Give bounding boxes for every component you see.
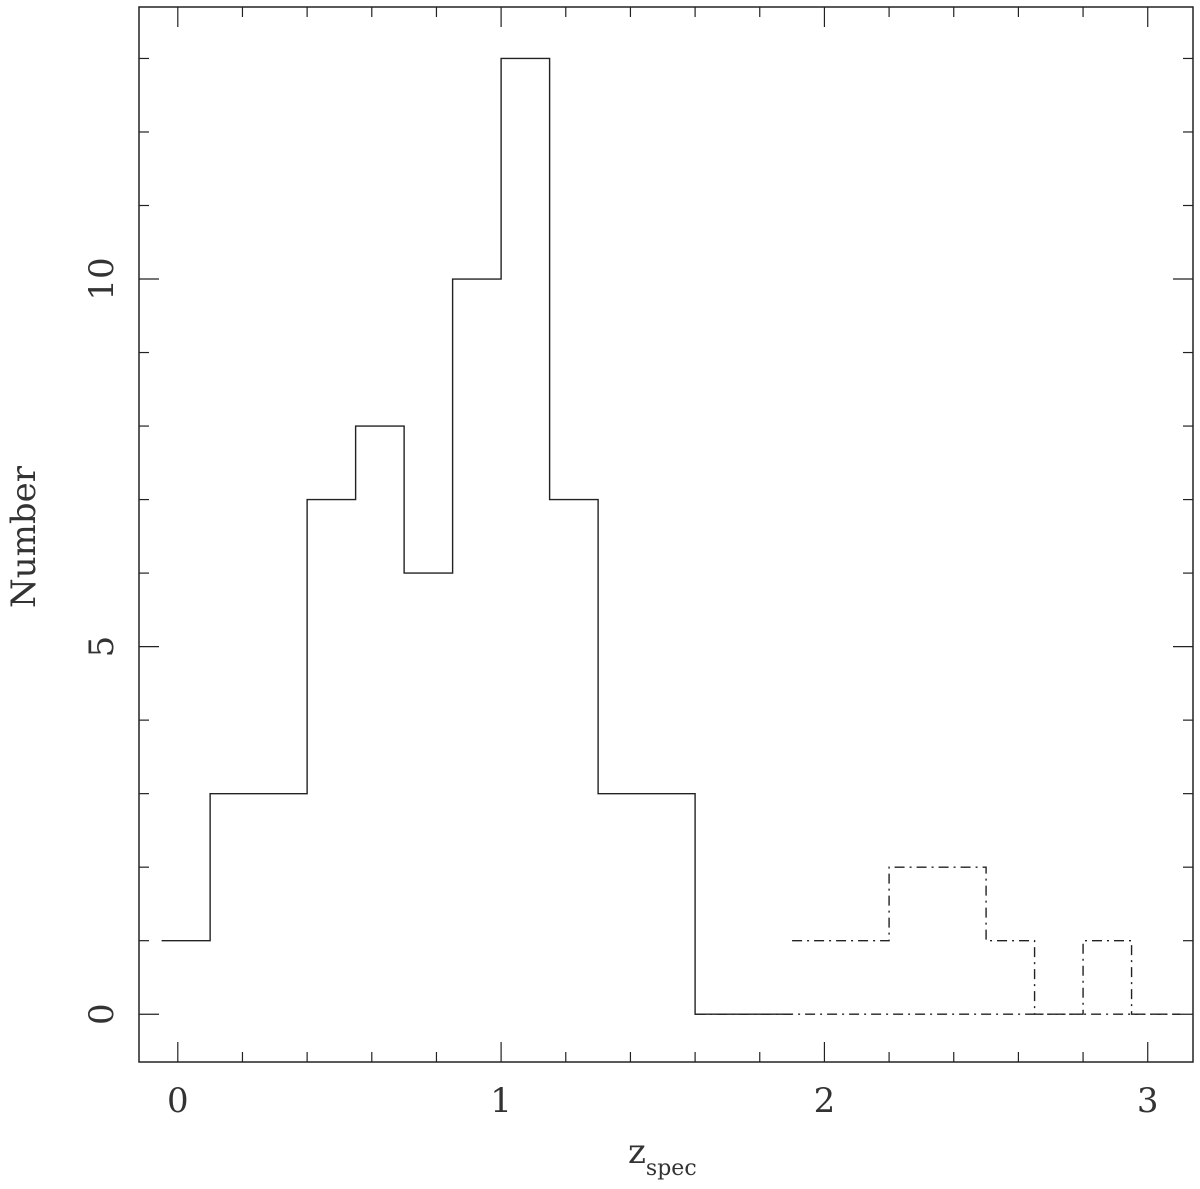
x-axis-label-main: z: [628, 1132, 646, 1172]
histogram-bin: [259, 794, 307, 1015]
tick-labels: 0 1 2 3 0 5 10: [82, 257, 1159, 1121]
x-axis-label-sub: spec: [646, 1156, 697, 1181]
x-tick-label: 3: [1137, 1081, 1159, 1121]
y-tick-label: 0: [82, 1003, 122, 1025]
y-tick-label: 5: [82, 636, 122, 658]
histogram-step-line: [792, 866, 1181, 1015]
axis-ticks: [139, 7, 1193, 1062]
x-tick-label: 1: [490, 1081, 512, 1121]
histogram-bin: [404, 573, 452, 1014]
histogram-bin: [889, 867, 937, 1014]
x-tick-label: 2: [814, 1081, 836, 1121]
plot-frame: [138, 6, 1194, 1063]
histogram-step-line: [161, 57, 793, 1015]
histogram-bin: [453, 279, 501, 1014]
histogram-bin: [550, 500, 598, 1015]
histogram-bin: [647, 794, 695, 1015]
histogram-bin: [1083, 941, 1131, 1015]
histogram-bin: [792, 941, 840, 1015]
histogram-bin: [986, 941, 1034, 1015]
y-tick-label: 10: [82, 257, 122, 300]
histogram-bin: [598, 794, 646, 1015]
histogram-series: [161, 57, 1181, 1015]
histogram-bin: [938, 867, 986, 1014]
histogram-bin: [307, 500, 355, 1015]
histogram-bin: [501, 58, 549, 1014]
y-axis-label: Number: [4, 465, 44, 608]
series-1: [792, 866, 1181, 1015]
x-axis-label: zspec: [628, 1132, 697, 1181]
histogram-bin: [210, 794, 258, 1015]
series-0: [161, 57, 793, 1015]
histogram-bin: [841, 941, 889, 1015]
histogram-bin: [356, 426, 404, 1014]
x-tick-label: 0: [167, 1081, 189, 1121]
histogram-bin: [162, 941, 210, 1015]
